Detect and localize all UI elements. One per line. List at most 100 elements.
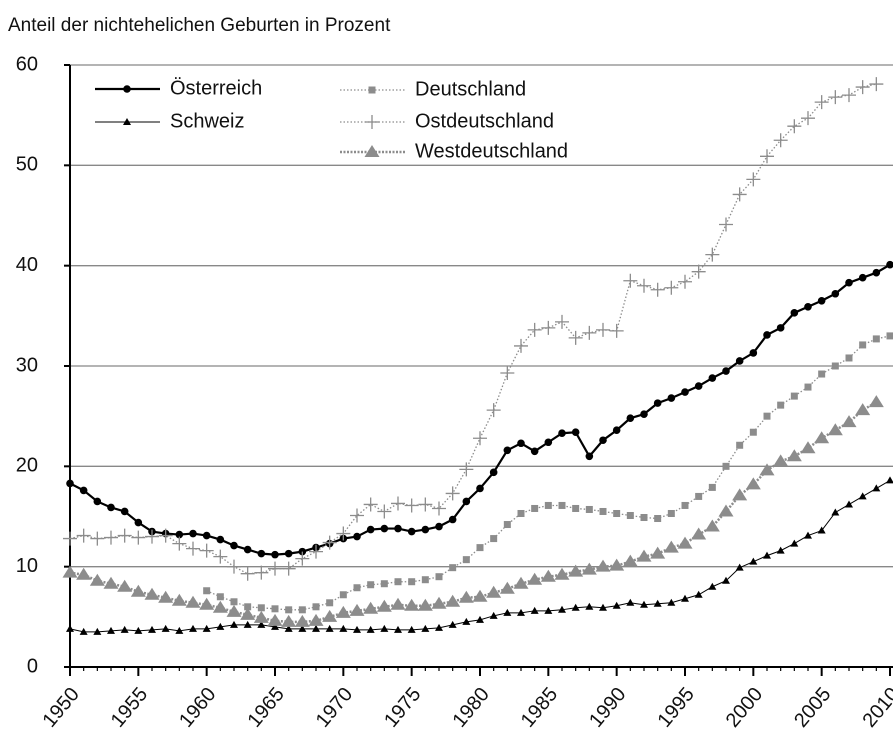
marker (76, 528, 91, 543)
marker (230, 620, 238, 628)
marker (763, 331, 771, 339)
x-tick-label: 1965 (243, 683, 288, 731)
marker (445, 594, 461, 607)
marker (404, 598, 420, 611)
marker (527, 322, 542, 337)
marker (814, 431, 830, 444)
x-tick-label: 2005 (790, 683, 835, 731)
marker (786, 449, 802, 462)
marker (818, 370, 826, 378)
marker (691, 527, 707, 540)
marker (868, 395, 884, 408)
marker (640, 600, 648, 608)
marker (612, 601, 621, 609)
marker (435, 573, 443, 581)
marker (472, 589, 488, 602)
marker (161, 624, 170, 632)
marker (722, 576, 730, 584)
marker (281, 561, 296, 576)
marker (93, 497, 102, 506)
marker (663, 540, 679, 553)
marker (708, 374, 717, 382)
marker (230, 541, 238, 550)
x-tick-label: 1975 (380, 683, 425, 731)
marker (858, 273, 867, 282)
marker (886, 476, 893, 484)
marker (284, 549, 293, 558)
marker (694, 590, 703, 598)
marker (831, 362, 839, 370)
marker (503, 446, 512, 455)
marker (749, 349, 758, 357)
marker (489, 468, 498, 477)
marker (749, 557, 758, 565)
marker (667, 394, 676, 402)
marker (859, 341, 867, 349)
marker (339, 624, 348, 632)
marker (376, 599, 392, 612)
chart-title: Anteil der nichtehelichen Geburten in Pr… (8, 15, 391, 36)
marker (267, 613, 283, 626)
marker (66, 624, 74, 632)
marker (473, 431, 487, 446)
marker (63, 531, 77, 546)
x-tick-label: 1970 (312, 683, 357, 731)
marker (271, 622, 279, 630)
marker (353, 625, 361, 633)
marker (175, 626, 184, 634)
marker (571, 428, 580, 437)
legend-label: Deutschland (415, 78, 526, 100)
marker (667, 509, 675, 517)
marker (271, 605, 279, 613)
marker (708, 483, 716, 491)
x-tick-label: 1950 (38, 683, 83, 731)
marker (654, 515, 662, 523)
marker (107, 503, 115, 512)
marker (585, 505, 593, 513)
marker (353, 532, 361, 541)
marker (418, 497, 433, 512)
marker (404, 498, 419, 513)
marker (558, 501, 566, 509)
marker (244, 603, 252, 611)
marker (531, 504, 539, 512)
marker (653, 399, 662, 407)
marker (763, 412, 771, 420)
marker (285, 606, 293, 614)
marker (636, 549, 652, 562)
marker (421, 525, 430, 534)
marker (216, 535, 225, 544)
marker (872, 484, 881, 492)
legend-label: Ostdeutschland (415, 110, 554, 132)
marker (213, 549, 228, 564)
y-tick-label: 50 (16, 154, 38, 176)
marker (243, 545, 252, 554)
marker (363, 601, 379, 614)
marker (216, 593, 224, 601)
marker (407, 625, 416, 633)
marker (489, 611, 498, 619)
marker (417, 598, 433, 611)
y-tick-label: 60 (16, 53, 38, 75)
marker (212, 600, 228, 613)
marker (828, 90, 843, 105)
marker (325, 624, 334, 632)
marker (845, 278, 853, 287)
marker (667, 598, 676, 606)
marker (735, 357, 744, 365)
marker (732, 187, 747, 202)
marker (544, 501, 552, 509)
marker (308, 613, 324, 626)
marker (432, 501, 446, 516)
marker (568, 564, 584, 577)
marker (585, 602, 594, 610)
marker (117, 579, 133, 592)
marker (704, 519, 720, 532)
y-tick-label: 0 (27, 655, 38, 677)
marker (380, 524, 389, 533)
marker (199, 597, 215, 610)
marker (257, 604, 265, 612)
legend: Österreich Schweiz Deutschland Ostdeutschla… (95, 77, 568, 162)
marker (664, 280, 679, 295)
